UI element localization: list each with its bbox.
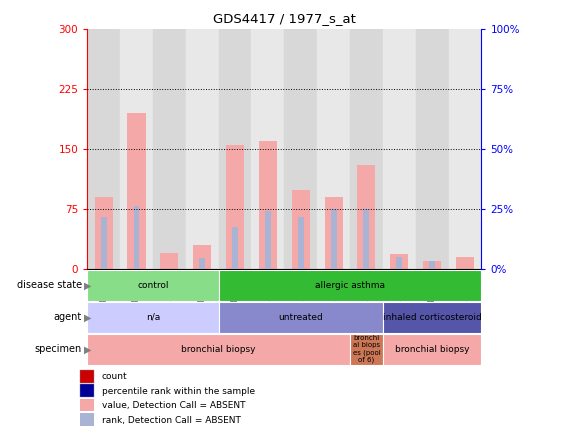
Bar <box>317 29 350 269</box>
Text: bronchi
al biops
es (pool
of 6): bronchi al biops es (pool of 6) <box>352 335 380 364</box>
Bar <box>218 270 481 301</box>
Text: disease state: disease state <box>16 281 82 290</box>
Bar <box>350 334 383 365</box>
Bar <box>364 210 369 269</box>
Text: bronchial biopsy: bronchial biopsy <box>181 345 256 354</box>
Text: count: count <box>102 373 127 381</box>
Text: n/a: n/a <box>146 313 160 322</box>
Text: control: control <box>137 281 169 290</box>
Bar <box>127 113 146 269</box>
Text: bronchial biopsy: bronchial biopsy <box>395 345 470 354</box>
Bar <box>218 302 383 333</box>
Text: value, Detection Call = ABSENT: value, Detection Call = ABSENT <box>102 401 245 410</box>
Bar <box>292 190 310 269</box>
Text: ▶: ▶ <box>84 345 92 354</box>
Bar <box>186 29 218 269</box>
Text: inhaled corticosteroid: inhaled corticosteroid <box>383 313 481 322</box>
Bar <box>396 257 402 269</box>
Text: rank, Detection Call = ABSENT: rank, Detection Call = ABSENT <box>102 416 240 424</box>
Bar <box>226 145 244 269</box>
Bar <box>298 217 303 269</box>
Bar <box>358 165 376 269</box>
Text: untreated: untreated <box>278 313 323 322</box>
Bar <box>218 29 252 269</box>
Text: ▶: ▶ <box>84 313 92 322</box>
Bar <box>324 197 343 269</box>
Bar <box>153 29 186 269</box>
Text: ▶: ▶ <box>84 281 92 290</box>
Bar <box>284 29 317 269</box>
Bar <box>265 211 271 269</box>
Bar <box>456 257 474 269</box>
Bar <box>259 141 277 269</box>
Bar <box>383 334 481 365</box>
Bar <box>87 29 120 269</box>
Bar <box>429 261 435 269</box>
Bar <box>193 245 211 269</box>
Bar <box>415 29 449 269</box>
Bar <box>449 29 481 269</box>
Bar <box>80 413 93 426</box>
Bar <box>80 399 93 412</box>
Title: GDS4417 / 1977_s_at: GDS4417 / 1977_s_at <box>213 12 356 25</box>
Bar <box>101 217 106 269</box>
Bar <box>252 29 284 269</box>
Bar <box>383 29 415 269</box>
Bar <box>87 334 350 365</box>
Bar <box>350 29 383 269</box>
Bar <box>80 370 93 383</box>
Bar <box>95 197 113 269</box>
Text: agent: agent <box>53 313 82 322</box>
Bar <box>232 227 238 269</box>
Bar <box>383 302 481 333</box>
Bar <box>133 206 140 269</box>
Bar <box>87 302 218 333</box>
Bar <box>199 258 205 269</box>
Bar <box>423 261 441 269</box>
Bar <box>120 29 153 269</box>
Text: specimen: specimen <box>34 345 82 354</box>
Text: percentile rank within the sample: percentile rank within the sample <box>102 387 254 396</box>
Bar <box>330 210 337 269</box>
Bar <box>80 385 93 397</box>
Text: allergic asthma: allergic asthma <box>315 281 385 290</box>
Bar <box>390 254 408 269</box>
Bar <box>160 253 178 269</box>
Bar <box>87 270 218 301</box>
